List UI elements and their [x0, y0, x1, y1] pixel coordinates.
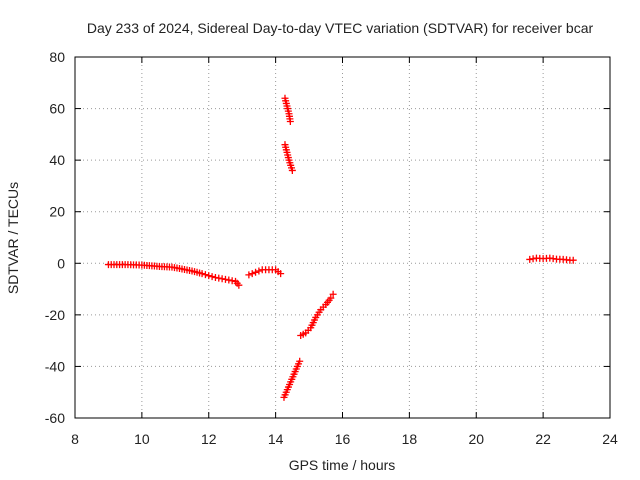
data-segment	[104, 261, 243, 289]
data-segment	[526, 254, 577, 264]
y-tick-label: 60	[49, 101, 65, 117]
data-point	[248, 270, 256, 278]
chart-title: Day 233 of 2024, Sidereal Day-to-day VTE…	[87, 20, 594, 36]
data-point	[208, 273, 216, 281]
x-axis-label: GPS time / hours	[289, 457, 396, 473]
data-point	[198, 270, 206, 278]
grid	[75, 57, 610, 418]
data-point	[288, 166, 296, 174]
data-point	[327, 294, 335, 302]
y-tick-label: 20	[49, 204, 65, 220]
x-tick-label: 24	[602, 431, 618, 447]
plot-frame	[74, 56, 611, 419]
data-point	[205, 272, 213, 280]
data-segment	[281, 141, 296, 174]
y-tick-label: 80	[49, 49, 65, 65]
axis-ticks: 8 10 12 14 16 18 20 22 24 -60 -40 -20 0 20 40 60 80	[45, 49, 618, 447]
data-point	[245, 271, 253, 279]
data-point	[201, 271, 209, 279]
y-tick-label: 0	[57, 255, 65, 271]
x-tick-label: 10	[134, 431, 150, 447]
data-point	[252, 268, 260, 276]
data-segment	[281, 94, 294, 125]
data-point	[255, 267, 263, 275]
data-segment	[280, 357, 304, 401]
x-tick-label: 16	[335, 431, 351, 447]
data-points	[104, 94, 577, 401]
x-tick-label: 20	[468, 431, 484, 447]
data-point	[296, 357, 304, 365]
x-tick-label: 8	[71, 431, 79, 447]
x-tick-label: 14	[268, 431, 284, 447]
y-tick-label: -20	[45, 307, 65, 323]
x-tick-label: 22	[535, 431, 551, 447]
y-axis-label: SDTVAR / TECUs	[5, 182, 21, 294]
y-tick-label: -40	[45, 358, 65, 374]
data-point	[329, 290, 337, 298]
data-point	[235, 281, 243, 289]
data-point	[569, 256, 577, 264]
x-tick-label: 18	[402, 431, 418, 447]
x-tick-label: 12	[201, 431, 217, 447]
data-segment	[297, 290, 337, 339]
y-tick-label: 40	[49, 152, 65, 168]
data-segment	[245, 266, 285, 279]
data-point	[286, 117, 294, 125]
data-point	[277, 270, 285, 278]
y-tick-label: -60	[45, 410, 65, 426]
